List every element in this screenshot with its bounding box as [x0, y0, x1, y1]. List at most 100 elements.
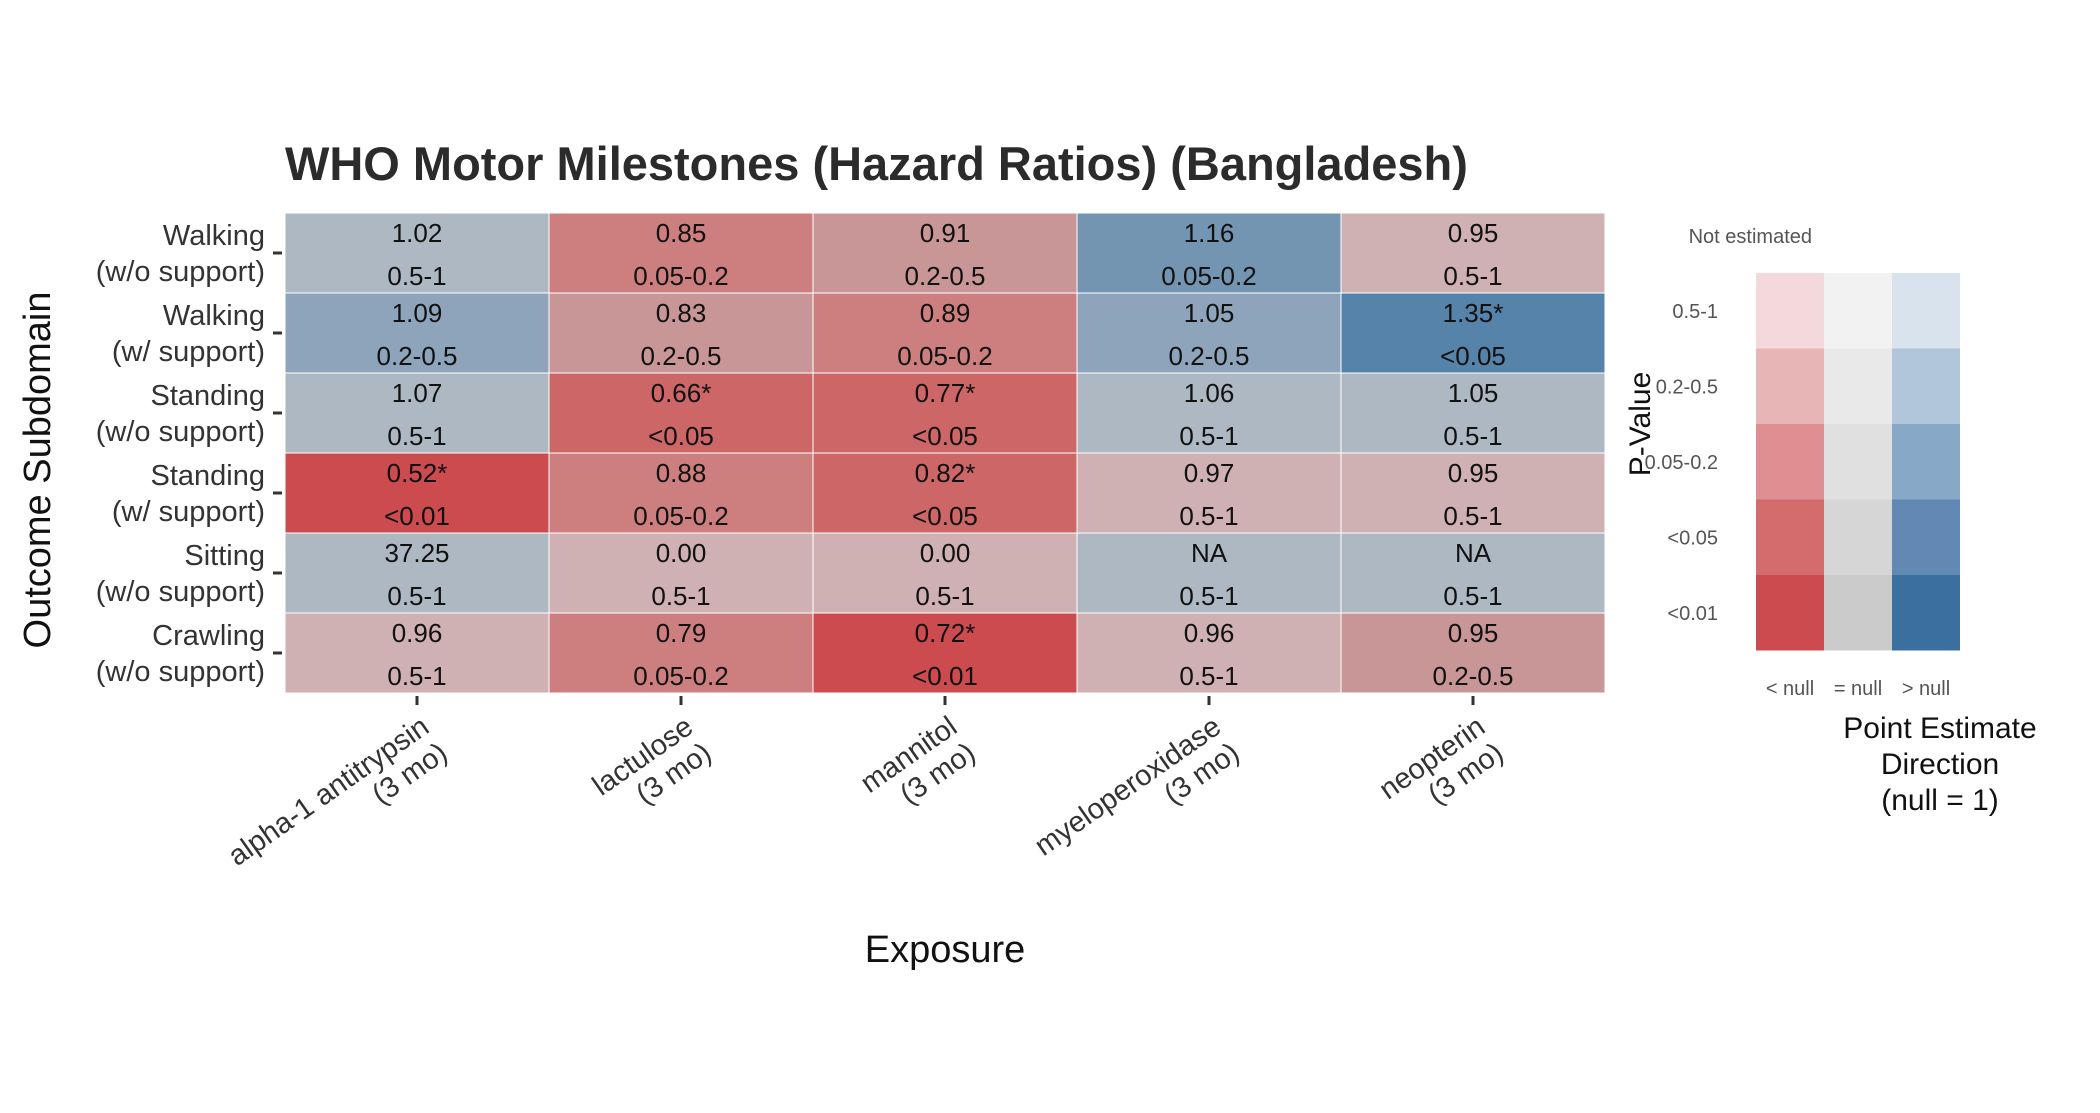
- cell-estimate-label: 0.72*: [915, 618, 976, 648]
- legend-pvalue-level: <0.05: [1667, 527, 1718, 549]
- heatmap-cell: [548, 372, 814, 454]
- legend-swatch: [1756, 575, 1824, 651]
- cell-pvalue-label: 0.5-1: [1443, 581, 1502, 611]
- cell-estimate-label: 0.96: [1184, 618, 1235, 648]
- cell-pvalue-label: 0.05-0.2: [633, 261, 728, 291]
- legend-swatch: [1892, 273, 1960, 349]
- x-tick-label: alpha-1 antitrypsin(3 mo): [223, 711, 454, 899]
- cell-estimate-label: 0.91: [920, 218, 971, 248]
- y-axis-title: Outcome Subdomain: [17, 292, 59, 649]
- cell-estimate-label: 0.00: [920, 538, 971, 568]
- cell-pvalue-label: 0.5-1: [387, 421, 446, 451]
- cell-pvalue-label: 0.5-1: [1443, 501, 1502, 531]
- legend-swatch: [1756, 348, 1824, 424]
- legend-swatch: [1756, 273, 1824, 349]
- cell-estimate-label: 0.82*: [915, 458, 976, 488]
- heatmap-cell: [1340, 292, 1606, 374]
- heatmap-cell: [812, 532, 1078, 614]
- cell-pvalue-label: 0.2-0.5: [641, 341, 722, 371]
- heatmap-cell: [548, 532, 814, 614]
- y-tick-label: Walking (w/o support): [96, 220, 265, 288]
- legend-swatch: [1824, 499, 1892, 575]
- cell-pvalue-label: 0.5-1: [387, 661, 446, 691]
- y-tick-label: Sitting (w/o support): [96, 540, 265, 608]
- cell-pvalue-label: 0.2-0.5: [905, 261, 986, 291]
- chart-title: WHO Motor Milestones (Hazard Ratios) (Ba…: [285, 137, 1468, 190]
- legend-direction-title: Direction: [1881, 748, 1999, 781]
- x-tick-label: myeloperoxidase(3 mo): [1029, 711, 1245, 889]
- cell-estimate-label: 1.07: [392, 378, 443, 408]
- cell-estimate-label: 37.25: [384, 538, 449, 568]
- cell-pvalue-label: 0.5-1: [1443, 421, 1502, 451]
- heatmap-cell: [1340, 532, 1606, 614]
- heatmap-cell: [1076, 612, 1342, 694]
- heatmap-cells: 1.02 0.5-1 0.85 0.05-0.2 0.91 0.2-0.5 1.16 0.05…: [284, 212, 1606, 694]
- cell-pvalue-label: <0.05: [912, 421, 978, 451]
- y-axis-labels: Walking (w/o support) Walking (w/ support) S…: [96, 220, 282, 688]
- legend-swatch: [1892, 499, 1960, 575]
- cell-estimate-label: 0.83: [656, 298, 707, 328]
- x-tick-label: neopterin(3 mo): [1374, 711, 1510, 833]
- cell-pvalue-label: 0.5-1: [915, 581, 974, 611]
- legend-direction-title: Point Estimate: [1843, 712, 2036, 745]
- heatmap-cell: [1076, 452, 1342, 534]
- legend-swatch: [1824, 424, 1892, 500]
- cell-pvalue-label: 0.5-1: [387, 261, 446, 291]
- cell-pvalue-label: 0.2-0.5: [377, 341, 458, 371]
- legend-swatch: [1824, 348, 1892, 424]
- cell-pvalue-label: 0.5-1: [651, 581, 710, 611]
- cell-estimate-label: 1.09: [392, 298, 443, 328]
- heatmap-cell: [812, 212, 1078, 294]
- heatmap-cell: [812, 452, 1078, 534]
- legend-direction-level: > null: [1902, 678, 1950, 700]
- cell-estimate-label: 0.85: [656, 218, 707, 248]
- legend-swatch: [1892, 424, 1960, 500]
- legend-swatch: [1824, 273, 1892, 349]
- cell-pvalue-label: <0.05: [912, 501, 978, 531]
- cell-pvalue-label: 0.5-1: [1179, 581, 1238, 611]
- heatmap-cell: [548, 612, 814, 694]
- cell-estimate-label: 1.05: [1448, 378, 1499, 408]
- x-tick-label: mannitol(3 mo): [855, 711, 982, 826]
- legend-pvalue-title: P-Value: [1624, 372, 1657, 477]
- heatmap-cell: [548, 212, 814, 294]
- heatmap-cell: [548, 452, 814, 534]
- cell-estimate-label: 0.00: [656, 538, 707, 568]
- cell-pvalue-label: 0.05-0.2: [633, 661, 728, 691]
- heatmap-cell: [1340, 612, 1606, 694]
- cell-estimate-label: 0.88: [656, 458, 707, 488]
- cell-estimate-label: 0.79: [656, 618, 707, 648]
- cell-estimate-label: 0.95: [1448, 218, 1499, 248]
- heatmap-cell: [1076, 212, 1342, 294]
- cell-estimate-label: 0.52*: [387, 458, 448, 488]
- legend-swatch: [1756, 424, 1824, 500]
- legend-pvalue-level: 0.05-0.2: [1645, 452, 1718, 474]
- x-axis-title: Exposure: [865, 929, 1026, 971]
- cell-estimate-label: 0.95: [1448, 618, 1499, 648]
- heatmap-cell: [1340, 452, 1606, 534]
- cell-estimate-label: 1.16: [1184, 218, 1235, 248]
- legend: Not estimated P-Value 0.5-1 0.2-0.5 0.05-0.2…: [1624, 226, 2037, 817]
- heatmap-cell: [812, 292, 1078, 374]
- x-axis-labels: alpha-1 antitrypsin(3 mo) lactulose(3 mo)…: [223, 696, 1510, 899]
- cell-pvalue-label: 0.5-1: [1179, 421, 1238, 451]
- cell-estimate-label: 0.66*: [651, 378, 712, 408]
- cell-estimate-label: 1.35*: [1443, 298, 1504, 328]
- legend-swatch: [1756, 499, 1824, 575]
- cell-estimate-label: 1.05: [1184, 298, 1235, 328]
- legend-direction-title: (null = 1): [1881, 784, 1999, 817]
- heatmap-cell: [812, 372, 1078, 454]
- cell-estimate-label: 1.06: [1184, 378, 1235, 408]
- heatmap-cell: [812, 612, 1078, 694]
- y-tick-label: Standing (w/o support): [96, 380, 265, 448]
- cell-estimate-label: 0.95: [1448, 458, 1499, 488]
- cell-pvalue-label: 0.5-1: [1179, 661, 1238, 691]
- heatmap-cell: [1340, 372, 1606, 454]
- cell-estimate-label: 0.89: [920, 298, 971, 328]
- heatmap-cell: [1340, 212, 1606, 294]
- legend-pvalue-level: 0.2-0.5: [1656, 376, 1718, 398]
- y-tick-label: Crawling (w/o support): [96, 620, 265, 688]
- cell-pvalue-label: 0.5-1: [1179, 501, 1238, 531]
- heatmap-cell: [284, 292, 550, 374]
